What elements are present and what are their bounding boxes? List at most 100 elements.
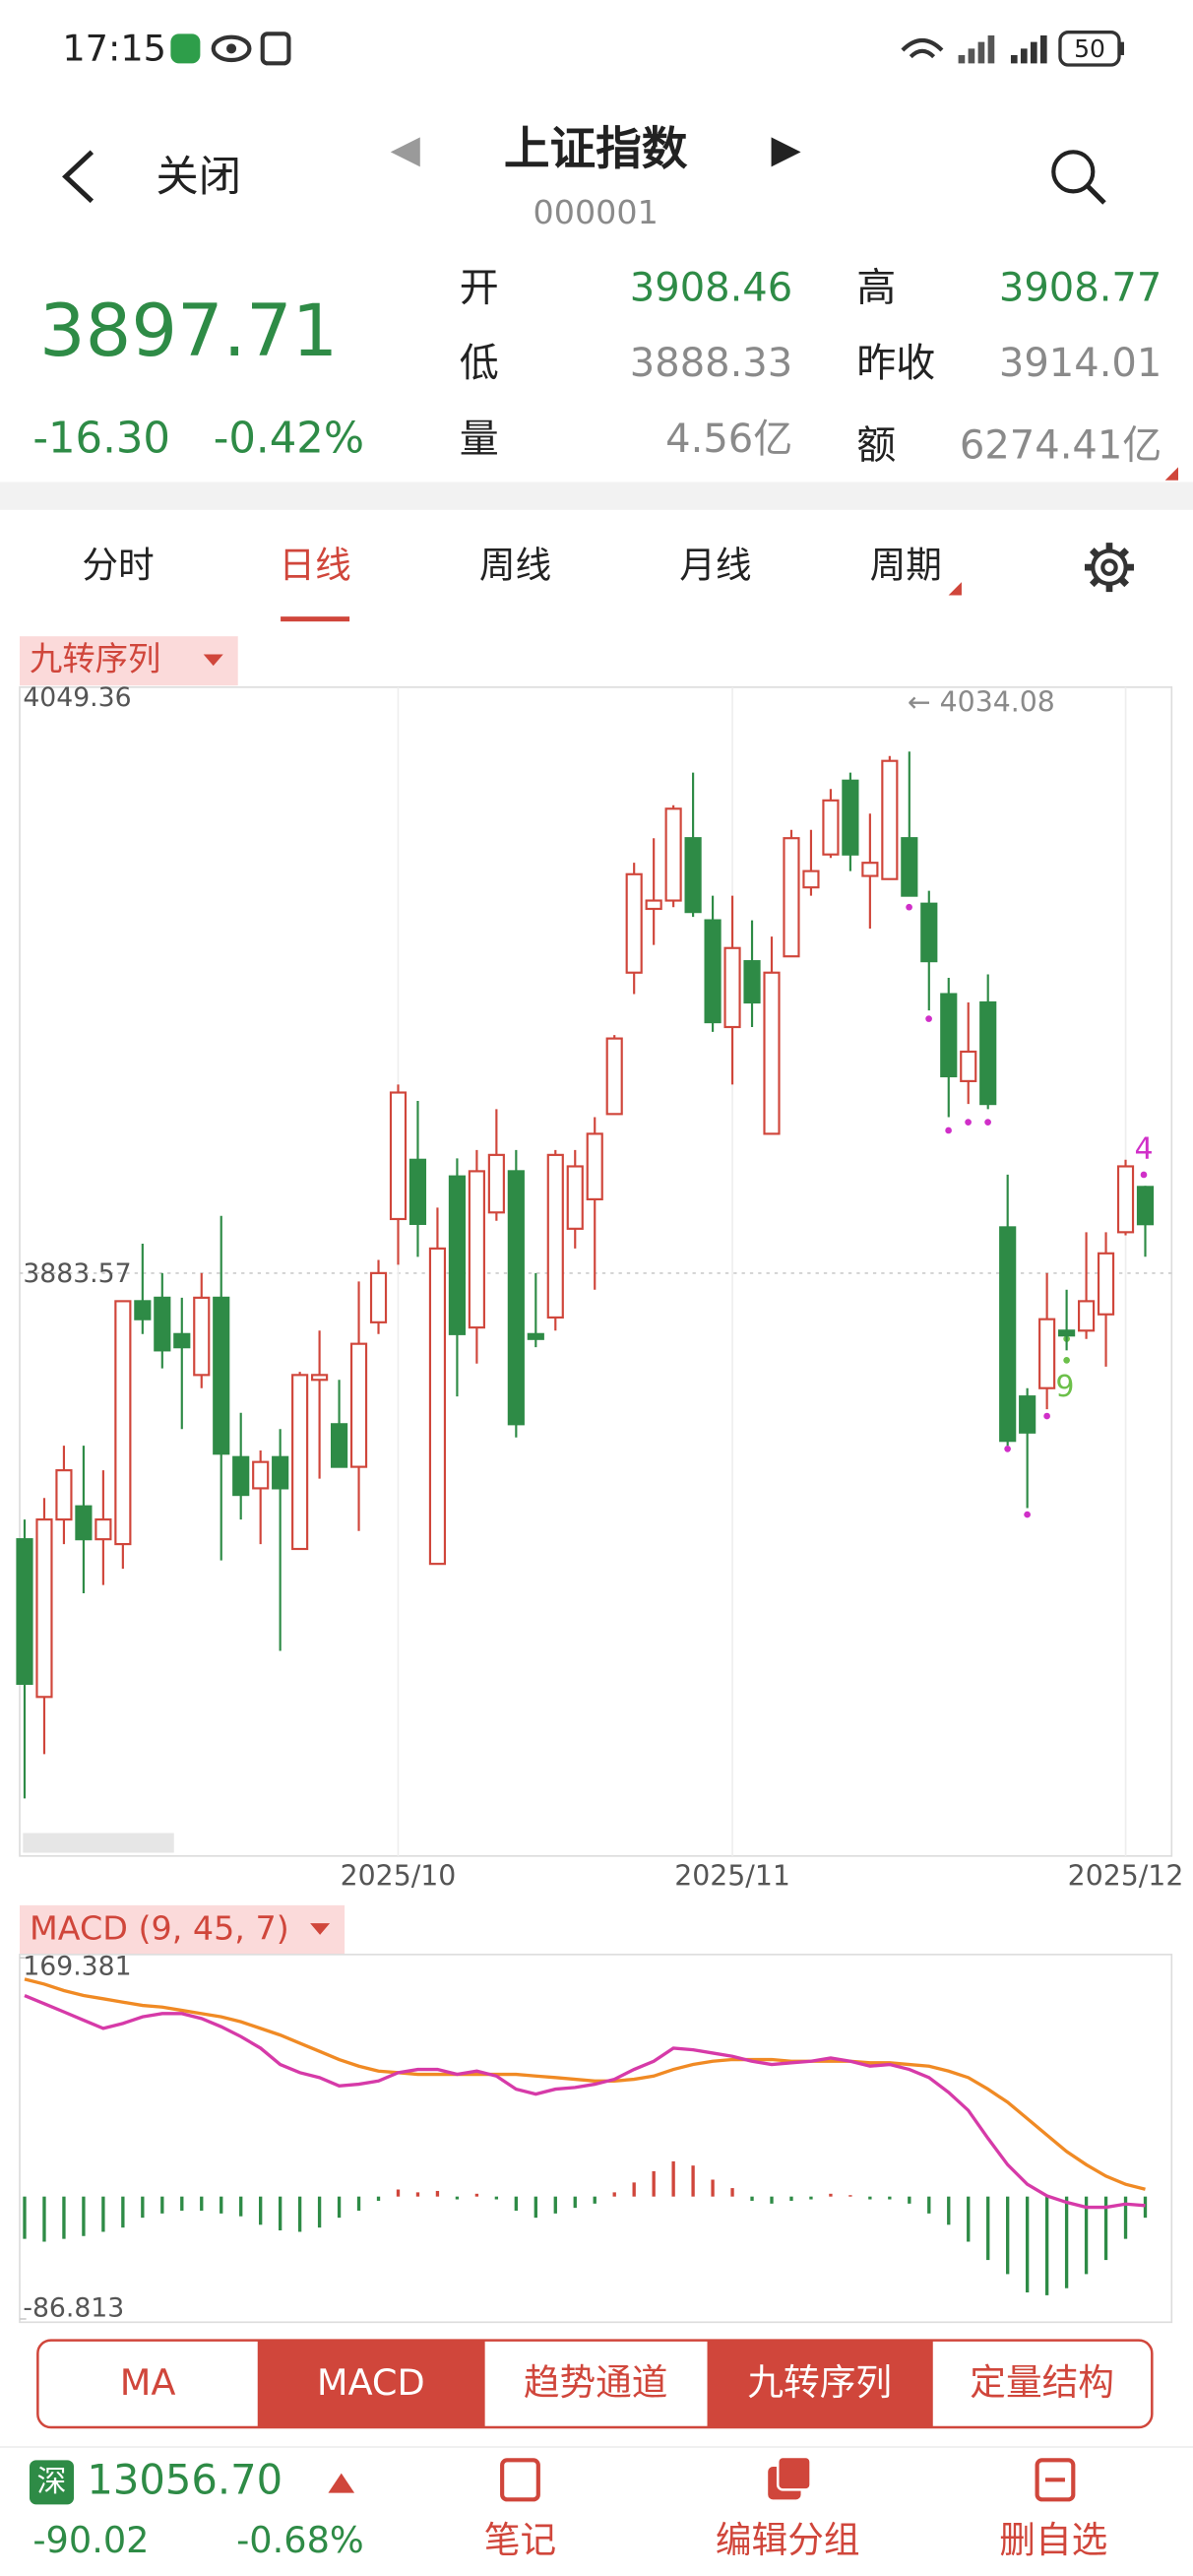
- group-icon-back: [776, 2455, 812, 2491]
- candle-body: [566, 1165, 584, 1230]
- footer-action[interactable]: 删自选: [999, 2519, 1107, 2561]
- candle-body: [468, 1170, 485, 1329]
- field-label: 高: [856, 265, 896, 310]
- indicator-buttons: MA MACD 趋势通道 九转序列 定量结构: [36, 2339, 1154, 2429]
- back-icon[interactable]: [62, 150, 94, 204]
- macd-title: MACD (9, 45, 7): [30, 1908, 289, 1947]
- macd-bar: [573, 2196, 577, 2209]
- candle-body: [763, 971, 781, 1135]
- td-dot: [1063, 1357, 1070, 1364]
- candle-body: [1077, 1300, 1096, 1332]
- candle-body: [252, 1460, 270, 1490]
- indicator-button[interactable]: 九转序列: [747, 2361, 892, 2404]
- macd-bar: [534, 2196, 537, 2219]
- tab[interactable]: 周线: [479, 545, 551, 587]
- candle-body: [1058, 1329, 1076, 1337]
- td-dot: [906, 903, 912, 911]
- remove-icon[interactable]: [1035, 2458, 1076, 2502]
- candle-body: [428, 1247, 447, 1566]
- tab[interactable]: 月线: [679, 545, 751, 587]
- candle-body: [1019, 1395, 1036, 1434]
- field-value: 3908.46: [630, 265, 792, 310]
- index-value: 13056.70: [87, 2456, 283, 2504]
- note-icon[interactable]: [500, 2458, 540, 2502]
- macd-bar: [967, 2196, 971, 2242]
- tab[interactable]: 日线: [279, 545, 350, 587]
- up-arrow: [328, 2473, 355, 2493]
- tab[interactable]: 周期: [870, 545, 942, 587]
- field-label: 低: [460, 341, 499, 386]
- nine-turn-count: 9: [1055, 1370, 1074, 1404]
- candle-body: [311, 1374, 329, 1382]
- search-icon[interactable]: [1051, 150, 1096, 194]
- candle-body: [822, 799, 840, 856]
- macd-bar: [632, 2182, 636, 2197]
- candle-body: [881, 759, 899, 880]
- page-title: 上证指数: [504, 123, 688, 176]
- index-change-pct: -0.68%: [236, 2519, 364, 2561]
- candle-body: [861, 862, 879, 877]
- footer-action[interactable]: 编辑分组: [716, 2519, 860, 2561]
- macd-bar: [396, 2189, 401, 2197]
- candle-body: [743, 960, 761, 1004]
- candle-body: [507, 1170, 525, 1426]
- tab-underline: [281, 616, 350, 622]
- field-label: 开: [460, 265, 499, 310]
- candle-body: [291, 1374, 309, 1551]
- candle-body: [94, 1518, 112, 1541]
- candle-body: [723, 946, 741, 1029]
- gear-teeth: [1084, 543, 1134, 593]
- candle-body: [684, 837, 702, 914]
- macd-bar: [376, 2196, 381, 2201]
- y-tick-label: 4049.36: [23, 682, 131, 713]
- candle-body: [586, 1132, 603, 1200]
- stock-code: 000001: [534, 193, 659, 231]
- td-dot: [1140, 1171, 1148, 1179]
- candle-body: [920, 902, 938, 963]
- candle-body: [546, 1153, 564, 1320]
- candle-body: [960, 1050, 977, 1082]
- macd-bar: [101, 2196, 105, 2232]
- footer-action[interactable]: 笔记: [484, 2519, 556, 2561]
- macd-bar: [141, 2196, 145, 2219]
- td-dot: [925, 1015, 932, 1022]
- macd-bar: [278, 2196, 283, 2231]
- candle-body: [1116, 1165, 1135, 1234]
- prev-arrow[interactable]: [390, 137, 420, 167]
- dropdown-arrow: [203, 654, 223, 667]
- macd-bar: [1064, 2196, 1069, 2288]
- settings-icon[interactable]: [1084, 543, 1134, 593]
- x-tick-label: 2025/11: [674, 1859, 790, 1892]
- macd-bar: [1084, 2196, 1089, 2275]
- x-tick-label: 2025/12: [1068, 1859, 1184, 1892]
- macd-bar: [514, 2196, 519, 2211]
- field-value: 3888.33: [630, 341, 792, 386]
- indicator-tag[interactable]: [20, 636, 238, 686]
- candle-body: [842, 779, 859, 856]
- macd-bar: [239, 2196, 243, 2217]
- macd-bar: [908, 2196, 911, 2204]
- next-arrow[interactable]: [771, 137, 801, 167]
- field-value: 3914.01: [999, 341, 1162, 386]
- tab[interactable]: 分时: [82, 545, 154, 587]
- indicator-button[interactable]: MA: [120, 2361, 176, 2404]
- macd-bar: [42, 2196, 46, 2242]
- macd-bar: [593, 2196, 596, 2204]
- macd-line: [24, 1977, 1146, 2191]
- indicator-button[interactable]: 趋势通道: [524, 2361, 668, 2404]
- nine-turn-count: 4: [1134, 1131, 1153, 1166]
- candle-body: [16, 1538, 33, 1685]
- candle-body: [193, 1296, 211, 1377]
- market: 深: [37, 2465, 67, 2499]
- macd-tag[interactable]: [20, 1904, 345, 1955]
- candle-body: [272, 1455, 289, 1490]
- back-label[interactable]: 关闭: [156, 153, 241, 202]
- indicator-button[interactable]: 定量结构: [970, 2361, 1114, 2404]
- macd-bar: [652, 2170, 656, 2197]
- max-annotation: ← 4034.08: [908, 686, 1055, 719]
- candle-body: [114, 1300, 132, 1546]
- macd-bar: [180, 2196, 184, 2211]
- candle-body: [645, 899, 662, 911]
- candle-body: [704, 919, 722, 1024]
- indicator-button[interactable]: MACD: [317, 2361, 425, 2404]
